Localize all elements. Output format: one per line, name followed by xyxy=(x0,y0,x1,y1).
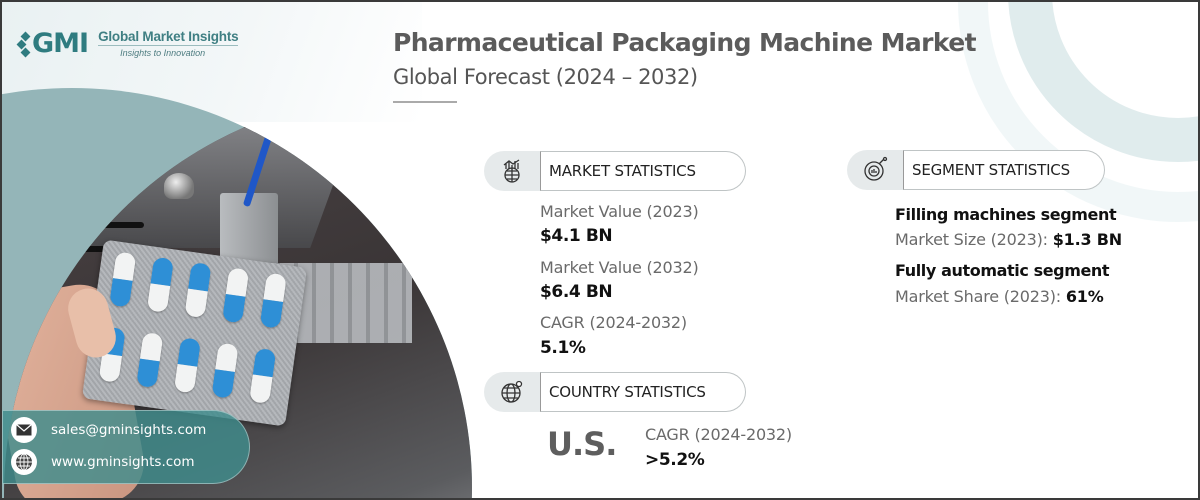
stat-value: 5.1% xyxy=(540,338,586,358)
bolt xyxy=(164,173,194,199)
market-statistics-title: MARKET STATISTICS xyxy=(540,151,746,191)
segment-metric: Market Share (2023): 61% xyxy=(895,287,1104,306)
page-title: Pharmaceutical Packaging Machine Market xyxy=(393,28,977,57)
globe-chart-icon xyxy=(484,151,540,191)
contact-website[interactable]: www.gminsights.com xyxy=(11,449,195,475)
country-cagr-value: >5.2% xyxy=(645,450,705,470)
logo-diamonds-icon xyxy=(16,31,31,57)
logo-mark: GMI xyxy=(16,28,89,59)
contact-box: sales@gminsights.com www.gminsights.com xyxy=(2,410,250,484)
segment-metric-value: $1.3 BN xyxy=(1052,230,1122,249)
stat-label: Market Value (2032) xyxy=(540,258,699,277)
stat-value: $4.1 BN xyxy=(540,226,613,246)
website-link[interactable]: www.gminsights.com xyxy=(51,454,195,470)
web-globe-icon xyxy=(11,449,37,475)
country-cagr-label: CAGR (2024-2032) xyxy=(645,425,792,444)
brand-tagline: Insights to Innovation xyxy=(120,48,206,58)
segment-statistics-header: SEGMENT STATISTICS xyxy=(847,150,1105,190)
segment-metric-label: Market Size (2023): xyxy=(895,230,1048,249)
brand-name: Global Market Insights xyxy=(98,29,239,46)
segment-name: Filling machines segment xyxy=(895,205,1117,224)
stat-label: Market Value (2023) xyxy=(540,202,699,221)
page-subtitle: Global Forecast (2024 – 2032) xyxy=(393,65,698,89)
segment-metric: Market Size (2023): $1.3 BN xyxy=(895,230,1122,249)
logo-gmi-text: GMI xyxy=(32,28,89,59)
machine-slot xyxy=(64,222,144,228)
gmi-logo: GMI Global Market Insights Insights to I… xyxy=(16,28,239,59)
country-statistics-title: COUNTRY STATISTICS xyxy=(540,372,746,412)
segment-chart-icon xyxy=(847,150,903,190)
segment-metric-value: 61% xyxy=(1065,287,1104,306)
market-statistics-header: MARKET STATISTICS xyxy=(484,151,746,191)
country-name: U.S. xyxy=(547,425,617,463)
globe-pin-icon xyxy=(484,372,540,412)
stat-value: $6.4 BN xyxy=(540,282,613,302)
stat-label: CAGR (2024-2032) xyxy=(540,313,687,332)
contact-email[interactable]: sales@gminsights.com xyxy=(11,417,206,443)
mail-icon xyxy=(11,417,37,443)
segment-metric-label: Market Share (2023): xyxy=(895,287,1061,306)
bolt xyxy=(72,173,102,199)
machine-slot xyxy=(37,246,107,252)
segment-statistics-title: SEGMENT STATISTICS xyxy=(903,150,1105,190)
segment-name: Fully automatic segment xyxy=(895,261,1110,280)
email-link[interactable]: sales@gminsights.com xyxy=(51,422,207,438)
country-statistics-header: COUNTRY STATISTICS xyxy=(484,372,746,412)
